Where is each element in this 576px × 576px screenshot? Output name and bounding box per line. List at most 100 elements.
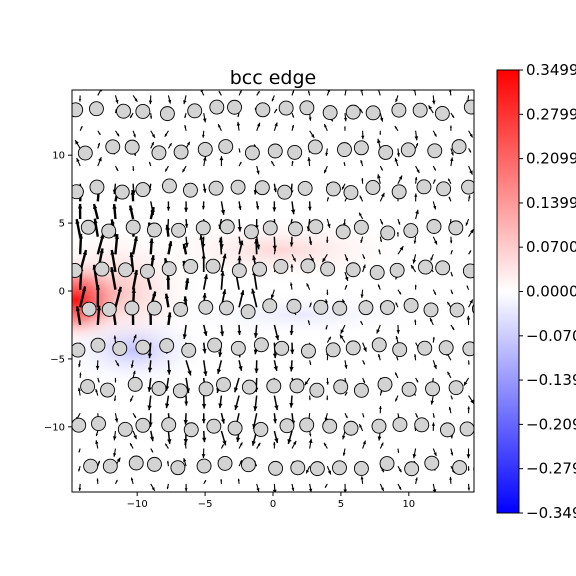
- arrow-head: [238, 241, 242, 245]
- arrow-head: [308, 488, 313, 492]
- arrow-head: [182, 169, 186, 173]
- arrow-head: [202, 156, 207, 161]
- atom: [151, 145, 167, 161]
- arrow-head: [110, 267, 115, 273]
- arrow-head: [204, 480, 206, 483]
- arrow-head: [237, 115, 240, 118]
- atom: [435, 260, 451, 276]
- atom: [147, 456, 162, 472]
- arrow-head: [416, 380, 419, 383]
- atom: [101, 301, 117, 317]
- arrow-head: [273, 188, 277, 193]
- atom: [286, 298, 302, 314]
- arrow-head: [362, 440, 366, 445]
- arrow-head: [362, 415, 365, 418]
- arrow-head: [363, 347, 367, 352]
- arrow-head: [81, 286, 87, 292]
- atom: [438, 340, 454, 356]
- arrow-head: [133, 236, 138, 242]
- arrow-head: [292, 257, 296, 262]
- arrow-head: [77, 203, 83, 209]
- arrow-head: [451, 327, 455, 331]
- x-tick-label: −10: [127, 499, 148, 510]
- atom: [440, 422, 455, 438]
- atom: [182, 182, 198, 198]
- atom: [72, 417, 87, 433]
- arrow-head: [359, 212, 362, 216]
- arrow-head: [328, 336, 331, 340]
- arrow-head: [432, 489, 437, 492]
- atom: [267, 143, 283, 159]
- arrow-head: [415, 209, 419, 214]
- arrow-head: [235, 437, 241, 443]
- arrow-head: [75, 306, 81, 312]
- arrow-head: [416, 169, 420, 174]
- y-tick-label: 0: [59, 287, 65, 298]
- colorbar-tick-label: −0.209: [526, 415, 576, 433]
- arrow-head: [201, 403, 207, 409]
- arrow-head: [412, 259, 417, 264]
- atom: [172, 383, 188, 399]
- arrow-head: [468, 195, 471, 198]
- arrow-head: [113, 335, 117, 339]
- arrow-head: [398, 175, 403, 180]
- arrow-head: [344, 364, 348, 369]
- arrow-head: [76, 158, 80, 162]
- atom: [227, 99, 242, 115]
- arrow-head: [433, 364, 437, 369]
- arrow-head: [397, 222, 401, 225]
- arrow-head: [325, 152, 329, 156]
- displacement-arrow: [414, 90, 417, 96]
- arrow-head: [169, 143, 172, 146]
- arrow-head: [287, 438, 292, 444]
- atom: [181, 342, 197, 358]
- colorbar-tick-label: 0.3499: [526, 61, 576, 79]
- arrow-head: [359, 424, 363, 428]
- atom: [266, 378, 282, 394]
- atom: [320, 261, 336, 277]
- arrow-head: [433, 240, 438, 245]
- arrow-head: [377, 138, 381, 144]
- arrow-head: [430, 400, 435, 405]
- arrow-head: [115, 99, 119, 104]
- atom: [332, 460, 347, 476]
- atom: [288, 221, 303, 237]
- arrow-head: [218, 352, 223, 357]
- arrow-head: [77, 387, 81, 392]
- atom: [273, 258, 289, 274]
- arrow-head: [433, 179, 436, 182]
- arrow-head: [130, 398, 133, 402]
- arrow-head: [340, 329, 345, 334]
- arrow-head: [380, 487, 384, 492]
- atom: [253, 421, 269, 437]
- atom: [231, 263, 247, 279]
- atom: [88, 101, 104, 117]
- arrow-head: [238, 206, 242, 210]
- atom: [135, 339, 151, 355]
- arrow-head: [270, 294, 275, 299]
- arrow-head: [201, 206, 206, 210]
- arrow-head: [432, 100, 436, 105]
- atom: [230, 340, 246, 356]
- atom: [463, 99, 474, 115]
- y-tick-label: 10: [52, 151, 65, 162]
- arrow-head: [274, 438, 279, 443]
- atom: [255, 102, 271, 118]
- arrow-head: [131, 288, 136, 293]
- arrow-head: [222, 440, 227, 446]
- atom: [89, 179, 105, 195]
- x-tick-label: 10: [402, 499, 415, 510]
- atom: [91, 416, 106, 432]
- arrow-head: [114, 234, 120, 239]
- arrow-head: [413, 354, 417, 357]
- arrow-head: [166, 206, 171, 211]
- atom: [473, 382, 474, 387]
- atom: [217, 455, 233, 471]
- arrow-head: [166, 275, 171, 280]
- arrow-head: [326, 292, 329, 296]
- arrow-head: [203, 274, 208, 280]
- arrow-head: [327, 223, 331, 228]
- arrow-head: [184, 401, 189, 406]
- arrow-head: [78, 450, 81, 453]
- atom: [198, 299, 214, 315]
